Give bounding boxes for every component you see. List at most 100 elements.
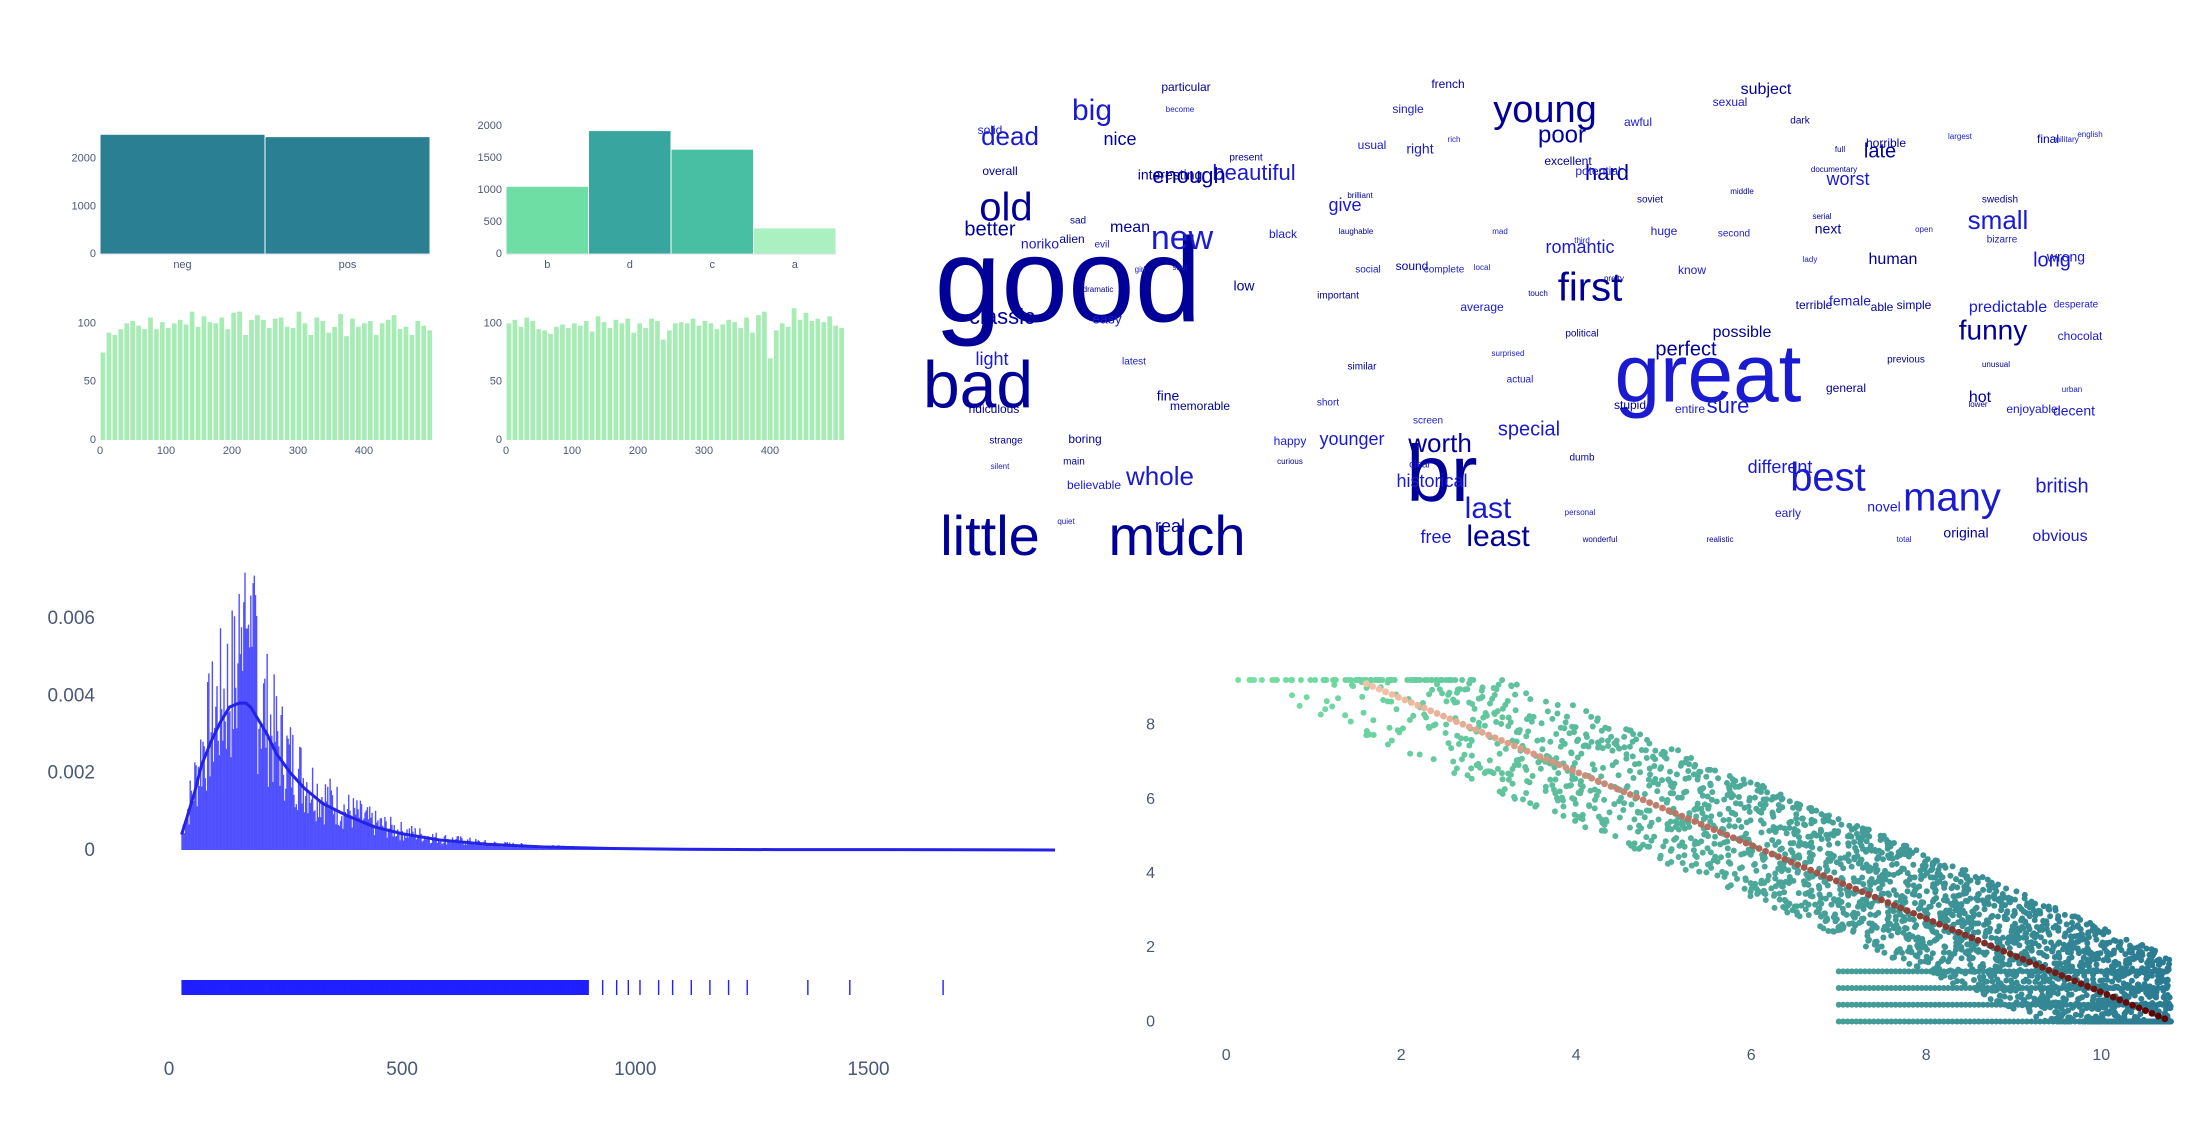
scatter-point	[1932, 985, 1938, 992]
scatter-point	[2093, 1001, 2100, 1008]
histogram-bar	[201, 316, 207, 440]
scatter-point	[1854, 853, 1861, 860]
scatter-point	[1505, 776, 1512, 783]
scatter-point	[2054, 990, 2061, 997]
scatter-point	[2128, 968, 2135, 975]
scatter-point	[1918, 1001, 1925, 1008]
scatter-point	[1569, 776, 1576, 783]
histogram-bar	[379, 323, 385, 440]
scatter-point	[1864, 846, 1871, 853]
fit-line-point	[1614, 785, 1621, 793]
scatter-point	[1591, 805, 1598, 812]
scatter-point	[1443, 721, 1450, 728]
scatter-point	[1701, 801, 1708, 808]
scatter-point	[1936, 878, 1943, 885]
scatter-point	[1419, 699, 1426, 706]
scatter-point	[1975, 1018, 1982, 1025]
scatter-point	[1845, 851, 1852, 858]
scatter-point	[1493, 719, 1500, 726]
bar-b	[506, 186, 588, 254]
scatter-point	[2050, 924, 2057, 931]
scatter-point	[2025, 923, 2032, 930]
scatter-point	[1651, 833, 1658, 840]
fit-line-point	[1369, 683, 1377, 690]
scatter-point	[1805, 901, 1812, 908]
scatter-point	[1384, 741, 1391, 748]
scatter-point	[1538, 720, 1545, 727]
scatter-point	[1901, 1001, 1908, 1008]
scatter-point	[1795, 852, 1802, 859]
scatter-point	[1562, 719, 1569, 726]
scatter-point	[1720, 817, 1727, 824]
fit-line-point	[2084, 982, 2091, 990]
scatter-point	[2102, 1018, 2109, 1025]
scatter-point	[1747, 779, 1754, 786]
scatter-point	[1844, 985, 1851, 992]
scatter-point	[2085, 1001, 2092, 1008]
scatter-point	[1942, 864, 1949, 871]
word-perfect: perfect	[1655, 338, 1717, 360]
scatter-point	[1946, 949, 1953, 956]
scatter-point	[1629, 753, 1636, 760]
scatter-point	[1923, 1001, 1930, 1008]
scatter-point	[1557, 743, 1564, 750]
fit-line-point	[1852, 885, 1860, 893]
scatter-point	[1835, 902, 1842, 909]
scatter-point	[1793, 815, 1800, 822]
histogram-bar	[744, 317, 749, 440]
histogram-bar	[160, 322, 165, 440]
scatter-point	[1901, 985, 1908, 992]
scatter-point	[1489, 695, 1496, 702]
fit-line-point	[1575, 769, 1583, 777]
word-sound: sound	[1396, 259, 1429, 273]
scatter-point	[1911, 900, 1918, 907]
scatter-point	[1772, 870, 1779, 877]
y-tick-label: 0.002	[47, 763, 95, 784]
scatter-point	[2007, 977, 2014, 984]
y-tick-label: 100	[78, 317, 96, 329]
scatter-point	[1805, 833, 1812, 840]
word-beautiful: beautiful	[1212, 160, 1295, 185]
scatter-point	[1848, 863, 1855, 870]
scatter-point	[1637, 731, 1644, 738]
scatter-point	[1962, 985, 1969, 992]
scatter-point	[2041, 1018, 2048, 1025]
word-happy: happy	[1274, 434, 1307, 448]
scatter-point	[2103, 948, 2110, 955]
fit-line-point	[1362, 680, 1370, 688]
word-much: much	[1109, 504, 1246, 567]
word-historical: historical	[1396, 471, 1467, 491]
scatter-point	[2062, 996, 2069, 1003]
histogram-bar	[643, 328, 648, 440]
fit-line-point	[2103, 991, 2111, 998]
fit-line-point	[1601, 780, 1608, 788]
scatter-point	[1693, 813, 1700, 820]
scatter-point	[2086, 950, 2093, 957]
scatter-point	[2163, 977, 2170, 984]
scatter-point	[1993, 954, 2000, 961]
scatter-point	[1368, 677, 1375, 684]
scatter-point	[1883, 1018, 1890, 1025]
scatter-point	[2089, 1001, 2096, 1008]
word-old: old	[979, 186, 1032, 230]
scatter-point	[2069, 919, 2076, 926]
word-human: human	[1869, 251, 1918, 268]
fit-line-point	[2045, 966, 2053, 974]
scatter-point	[1273, 677, 1280, 683]
scatter-point	[1694, 800, 1701, 807]
scatter-point	[1881, 949, 1888, 956]
word-latest: latest	[1122, 357, 1146, 368]
scatter-point	[1835, 1001, 1842, 1008]
scatter-point	[1555, 770, 1562, 777]
scatter-point	[1940, 949, 1947, 956]
scatter-point	[1501, 786, 1508, 793]
scatter-point	[1454, 686, 1461, 693]
scatter-point	[1529, 773, 1536, 780]
scatter-point	[1359, 693, 1366, 700]
fit-line-point	[1704, 823, 1711, 831]
bar-pos	[265, 137, 430, 254]
scatter-point	[1959, 867, 1966, 874]
y-tick-label: 50	[84, 376, 96, 388]
word-br: br	[1406, 429, 1477, 518]
